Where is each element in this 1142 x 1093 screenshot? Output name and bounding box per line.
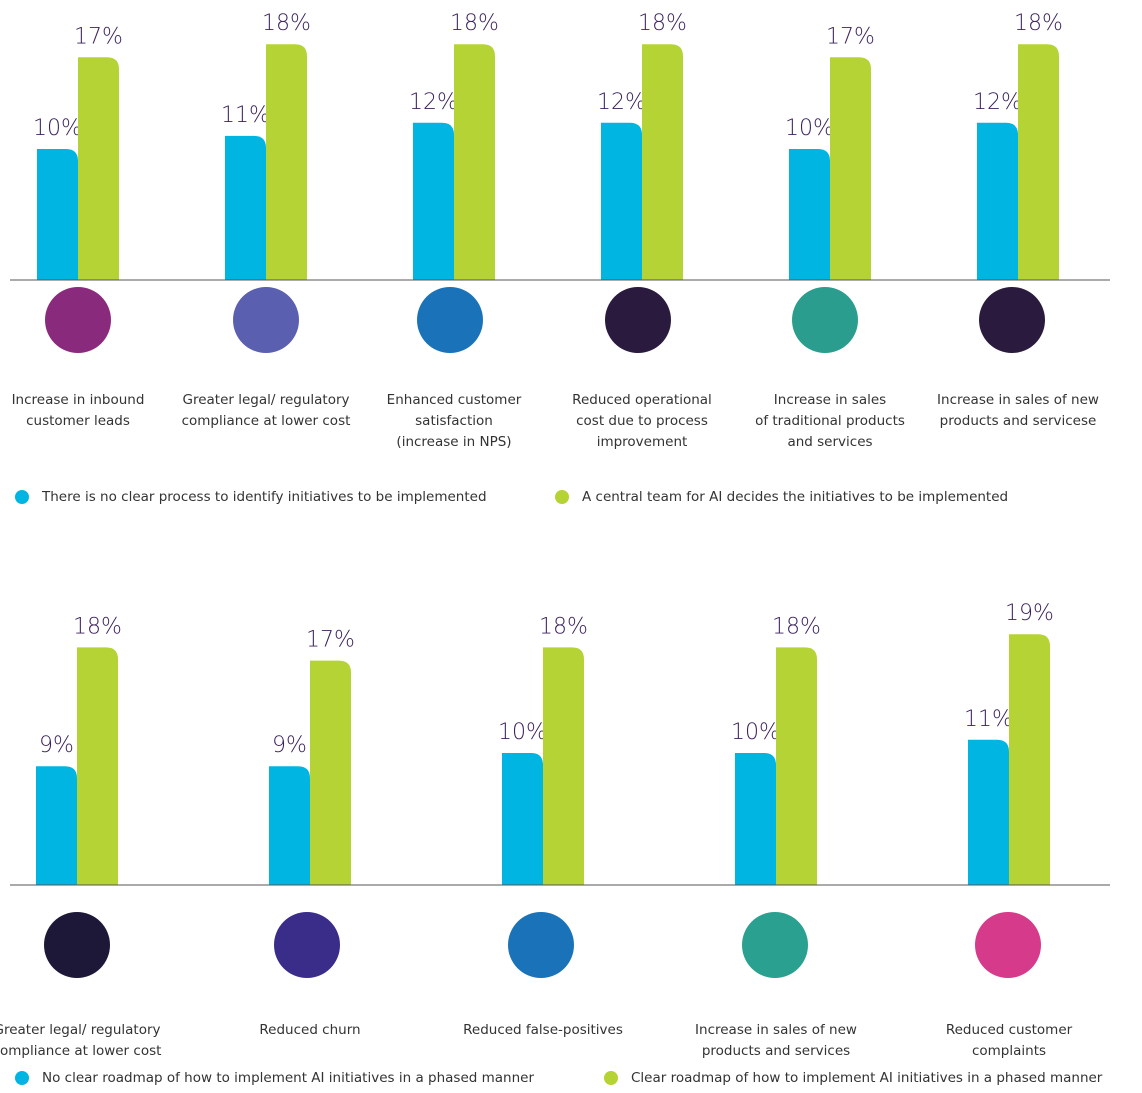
value-label: 10% [731,720,780,745]
icon [274,912,340,978]
value-label: 10% [33,116,82,141]
icon [742,912,808,978]
icon [44,912,110,978]
icon [605,287,671,353]
bar [37,149,78,280]
bar [830,57,871,280]
legend-swatch [604,1071,618,1085]
icon [417,287,483,353]
category-label: Reduced churn [259,1022,360,1038]
value-label: 18% [262,11,311,36]
value-label: 18% [73,614,122,639]
legend-swatch [15,490,29,504]
legend-swatch [555,490,569,504]
category-label: Greater legal/ regulatory [182,392,349,408]
category-label: Increase in sales of new [695,1022,857,1038]
category-label: improvement [597,434,688,450]
value-label: 10% [785,116,834,141]
category-label: products and services [702,1043,850,1059]
bar [413,122,454,280]
legend-label: Clear roadmap of how to implement AI ini… [631,1070,1103,1086]
category-label: compliance at lower cost [0,1043,161,1059]
value-label: 10% [498,720,547,745]
bar [776,647,817,885]
bar [36,766,77,885]
value-label: 11% [964,707,1013,732]
value-label: 17% [74,24,123,49]
icon [45,287,111,353]
bar [269,766,310,885]
category-label: compliance at lower cost [182,413,351,429]
value-label: 18% [539,614,588,639]
value-label: 18% [638,11,687,36]
legend-label: A central team for AI decides the initia… [582,489,1008,505]
value-label: 12% [597,90,646,115]
bar [642,44,683,281]
bar [735,753,776,885]
icon [508,912,574,978]
bar [1009,634,1050,885]
bar [502,753,543,885]
category-label: of traditional products [755,413,905,429]
value-label: 9% [39,733,74,758]
value-label: 18% [1014,11,1063,36]
value-label: 18% [450,11,499,36]
value-label: 17% [826,24,875,49]
bar [601,122,642,280]
icons [44,287,1045,978]
category-label: and services [787,434,872,450]
bar [310,660,351,885]
bar [454,44,495,281]
legend-swatch [15,1071,29,1085]
category-label: Reduced false-positives [463,1022,623,1038]
value-label: 12% [409,90,458,115]
bar [789,149,830,280]
icon [975,912,1041,978]
legend-label: There is no clear process to identify in… [41,489,487,505]
category-label: (increase in NPS) [396,434,511,450]
category-label: complaints [972,1043,1046,1059]
category-label: Reduced operational [572,392,712,408]
bar [968,739,1009,885]
category-label: Increase in sales [774,392,886,408]
value-label: 12% [973,90,1022,115]
bar [266,44,307,281]
value-label: 17% [306,628,355,653]
category-label: Increase in inbound [12,392,145,408]
bar [77,647,118,885]
bar [1018,44,1059,281]
value-label: 19% [1005,601,1054,626]
bar [78,57,119,280]
category-label: products and servicese [940,413,1097,429]
bar [543,647,584,885]
icon [233,287,299,353]
value-label: 9% [272,733,307,758]
category-label: Reduced customer [946,1022,1073,1038]
value-label: 18% [772,614,821,639]
legend-label: No clear roadmap of how to implement AI … [42,1070,534,1086]
value-label: 11% [221,103,270,128]
icon [979,287,1045,353]
category-label: customer leads [26,413,130,429]
category-label: Enhanced customer [387,392,522,408]
category-label: Greater legal/ regulatory [0,1022,161,1038]
category-label: Increase in sales of new [937,392,1099,408]
category-label: cost due to process [576,413,708,429]
icon [792,287,858,353]
category-label: satisfaction [415,413,493,429]
bar [225,135,266,280]
bar [977,122,1018,280]
